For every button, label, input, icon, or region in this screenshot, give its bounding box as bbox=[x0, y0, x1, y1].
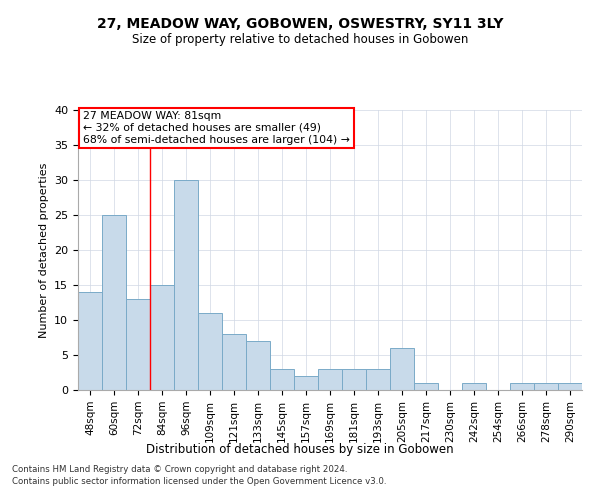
Bar bbox=[102, 215, 126, 390]
Bar bbox=[126, 299, 150, 390]
Text: 27, MEADOW WAY, GOBOWEN, OSWESTRY, SY11 3LY: 27, MEADOW WAY, GOBOWEN, OSWESTRY, SY11 … bbox=[97, 18, 503, 32]
Bar bbox=[534, 383, 558, 390]
Bar bbox=[510, 383, 534, 390]
Text: Size of property relative to detached houses in Gobowen: Size of property relative to detached ho… bbox=[132, 32, 468, 46]
Text: Distribution of detached houses by size in Gobowen: Distribution of detached houses by size … bbox=[146, 442, 454, 456]
Bar bbox=[174, 180, 198, 390]
Bar bbox=[78, 292, 102, 390]
Bar bbox=[270, 369, 294, 390]
Text: 27 MEADOW WAY: 81sqm
← 32% of detached houses are smaller (49)
68% of semi-detac: 27 MEADOW WAY: 81sqm ← 32% of detached h… bbox=[83, 112, 350, 144]
Bar bbox=[366, 369, 390, 390]
Bar bbox=[462, 383, 486, 390]
Bar bbox=[246, 341, 270, 390]
Bar bbox=[558, 383, 582, 390]
Bar bbox=[390, 348, 414, 390]
Bar bbox=[414, 383, 438, 390]
Text: Contains HM Land Registry data © Crown copyright and database right 2024.: Contains HM Land Registry data © Crown c… bbox=[12, 465, 347, 474]
Bar bbox=[342, 369, 366, 390]
Bar bbox=[150, 285, 174, 390]
Y-axis label: Number of detached properties: Number of detached properties bbox=[38, 162, 49, 338]
Bar bbox=[318, 369, 342, 390]
Bar bbox=[294, 376, 318, 390]
Bar bbox=[198, 313, 222, 390]
Text: Contains public sector information licensed under the Open Government Licence v3: Contains public sector information licen… bbox=[12, 478, 386, 486]
Bar bbox=[222, 334, 246, 390]
